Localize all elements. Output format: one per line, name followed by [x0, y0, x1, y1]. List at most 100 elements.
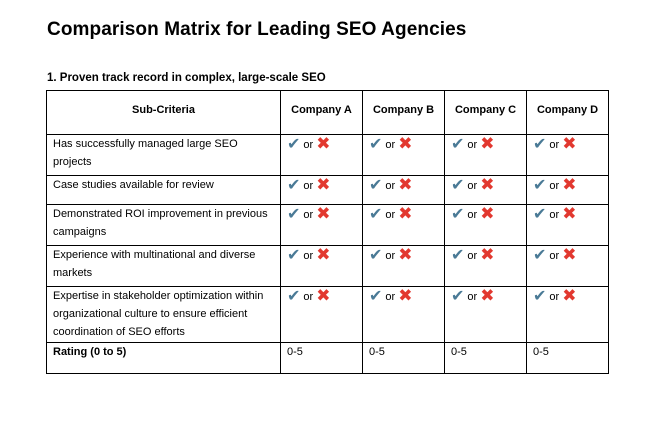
- or-label: or: [385, 209, 396, 221]
- check-mark-icon: ✔: [369, 247, 383, 264]
- cross-mark-icon: ✖: [316, 204, 331, 223]
- page-title: Comparison Matrix for Leading SEO Agenci…: [47, 19, 467, 40]
- mark-cell-company-d: ✔ or ✖: [526, 134, 609, 176]
- or-label: or: [303, 180, 314, 192]
- criteria-cell: Has successfully managed large SEO proje…: [46, 134, 281, 176]
- cross-mark-icon: ✖: [562, 245, 577, 264]
- cross-mark-icon: ✖: [480, 286, 495, 305]
- check-mark-icon: ✔: [287, 288, 301, 305]
- check-mark-icon: ✔: [451, 247, 465, 264]
- mark-cell-company-b: ✔ or ✖: [362, 134, 445, 176]
- mark-cell-company-b: ✔ or ✖: [362, 204, 445, 246]
- mark-cell-company-a: ✔ or ✖: [280, 286, 363, 343]
- or-label: or: [467, 291, 478, 303]
- mark-cell-company-c: ✔ or ✖: [444, 134, 527, 176]
- cross-mark-icon: ✖: [562, 286, 577, 305]
- or-label: or: [467, 209, 478, 221]
- or-label: or: [549, 250, 560, 262]
- mark-cell-company-b: ✔ or ✖: [362, 245, 445, 287]
- rating-value-company-c: 0-5: [444, 342, 527, 374]
- or-label: or: [303, 291, 314, 303]
- check-mark-icon: ✔: [451, 136, 465, 153]
- criteria-cell: Case studies available for review: [46, 175, 281, 205]
- table-row: Demonstrated ROI improvement in previous…: [46, 204, 609, 246]
- or-label: or: [385, 291, 396, 303]
- cross-mark-icon: ✖: [480, 204, 495, 223]
- or-label: or: [385, 139, 396, 151]
- check-mark-icon: ✔: [287, 177, 301, 194]
- check-mark-icon: ✔: [533, 136, 547, 153]
- check-mark-icon: ✔: [533, 288, 547, 305]
- rating-value-company-a: 0-5: [280, 342, 363, 374]
- or-label: or: [385, 250, 396, 262]
- check-mark-icon: ✔: [369, 288, 383, 305]
- cross-mark-icon: ✖: [480, 134, 495, 153]
- check-mark-icon: ✔: [533, 177, 547, 194]
- or-label: or: [549, 139, 560, 151]
- cross-mark-icon: ✖: [562, 134, 577, 153]
- section-heading: 1. Proven track record in complex, large…: [47, 72, 326, 84]
- table-row: Experience with multinational and divers…: [46, 245, 609, 287]
- rating-value-company-b: 0-5: [362, 342, 445, 374]
- or-label: or: [549, 291, 560, 303]
- or-label: or: [303, 209, 314, 221]
- mark-cell-company-d: ✔ or ✖: [526, 204, 609, 246]
- check-mark-icon: ✔: [369, 177, 383, 194]
- column-header-sub-criteria: Sub-Criteria: [46, 90, 281, 135]
- criteria-cell: Demonstrated ROI improvement in previous…: [46, 204, 281, 246]
- cross-mark-icon: ✖: [316, 286, 331, 305]
- mark-cell-company-b: ✔ or ✖: [362, 175, 445, 205]
- check-mark-icon: ✔: [451, 206, 465, 223]
- or-label: or: [385, 180, 396, 192]
- mark-cell-company-d: ✔ or ✖: [526, 175, 609, 205]
- column-header-company-b: Company B: [362, 90, 445, 135]
- mark-cell-company-c: ✔ or ✖: [444, 204, 527, 246]
- mark-cell-company-a: ✔ or ✖: [280, 245, 363, 287]
- or-label: or: [549, 209, 560, 221]
- cross-mark-icon: ✖: [398, 204, 413, 223]
- check-mark-icon: ✔: [287, 206, 301, 223]
- check-mark-icon: ✔: [533, 206, 547, 223]
- cross-mark-icon: ✖: [562, 204, 577, 223]
- rating-value-company-d: 0-5: [526, 342, 609, 374]
- column-header-company-a: Company A: [280, 90, 363, 135]
- mark-cell-company-d: ✔ or ✖: [526, 286, 609, 343]
- mark-cell-company-d: ✔ or ✖: [526, 245, 609, 287]
- or-label: or: [467, 250, 478, 262]
- check-mark-icon: ✔: [451, 177, 465, 194]
- mark-cell-company-c: ✔ or ✖: [444, 286, 527, 343]
- table-row: Has successfully managed large SEO proje…: [46, 134, 609, 176]
- check-mark-icon: ✔: [369, 136, 383, 153]
- cross-mark-icon: ✖: [398, 175, 413, 194]
- mark-cell-company-c: ✔ or ✖: [444, 245, 527, 287]
- column-header-company-d: Company D: [526, 90, 609, 135]
- criteria-cell: Experience with multinational and divers…: [46, 245, 281, 287]
- mark-cell-company-a: ✔ or ✖: [280, 175, 363, 205]
- mark-cell-company-a: ✔ or ✖: [280, 204, 363, 246]
- table-row: Case studies available for review ✔ or ✖ ✔…: [46, 175, 609, 205]
- mark-cell-company-c: ✔ or ✖: [444, 175, 527, 205]
- check-mark-icon: ✔: [287, 247, 301, 264]
- cross-mark-icon: ✖: [480, 175, 495, 194]
- criteria-cell: Expertise in stakeholder optimization wi…: [46, 286, 281, 343]
- comparison-table: Sub-Criteria Company A Company B Company…: [46, 90, 609, 374]
- cross-mark-icon: ✖: [316, 175, 331, 194]
- check-mark-icon: ✔: [533, 247, 547, 264]
- cross-mark-icon: ✖: [398, 245, 413, 264]
- cross-mark-icon: ✖: [316, 245, 331, 264]
- cross-mark-icon: ✖: [480, 245, 495, 264]
- column-header-company-c: Company C: [444, 90, 527, 135]
- rating-row: Rating (0 to 5) 0-5 0-5 0-5 0-5: [46, 342, 609, 374]
- check-mark-icon: ✔: [369, 206, 383, 223]
- mark-cell-company-a: ✔ or ✖: [280, 134, 363, 176]
- or-label: or: [467, 139, 478, 151]
- rating-label: Rating (0 to 5): [46, 342, 281, 374]
- mark-cell-company-b: ✔ or ✖: [362, 286, 445, 343]
- cross-mark-icon: ✖: [398, 134, 413, 153]
- check-mark-icon: ✔: [451, 288, 465, 305]
- or-label: or: [467, 180, 478, 192]
- table-row: Expertise in stakeholder optimization wi…: [46, 286, 609, 343]
- cross-mark-icon: ✖: [316, 134, 331, 153]
- table-header-row: Sub-Criteria Company A Company B Company…: [46, 90, 609, 135]
- or-label: or: [303, 139, 314, 151]
